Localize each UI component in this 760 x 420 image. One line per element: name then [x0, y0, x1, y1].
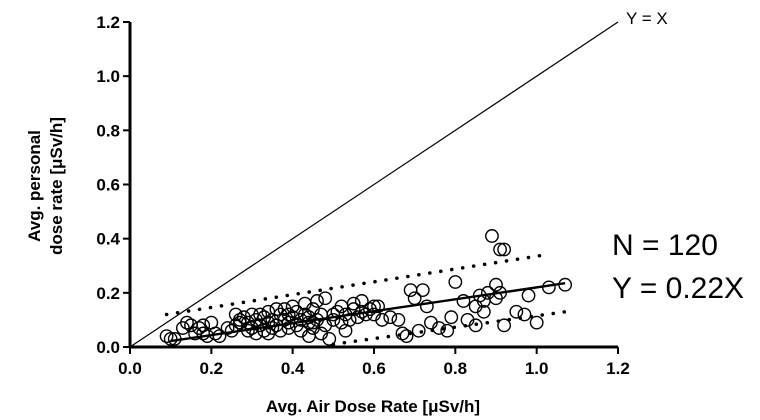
data-point: [261, 326, 276, 341]
data-point: [509, 304, 524, 319]
data-point: [432, 321, 446, 335]
x-tick-label: 1.2: [606, 359, 630, 378]
y-tick-label: 1.2: [96, 13, 120, 32]
data-point: [521, 288, 536, 303]
data-point: [241, 323, 255, 338]
data-point: [415, 283, 430, 298]
data-point: [253, 307, 268, 322]
data-point: [322, 331, 337, 346]
data-point: [497, 242, 512, 257]
data-point: [448, 275, 463, 289]
data-point: [395, 326, 410, 341]
data-point: [167, 331, 182, 346]
data-point: [326, 307, 341, 322]
data-point: [346, 302, 361, 316]
data-point: [228, 307, 243, 322]
data-point: [220, 321, 235, 335]
data-point: [180, 315, 194, 330]
sample-size-annotation: N = 120: [612, 229, 718, 262]
y-tick-label: 0.4: [96, 230, 120, 249]
data-point: [497, 318, 512, 333]
data-point: [529, 315, 544, 330]
x-axis-title: Avg. Air Dose Rate [μSv/h]: [266, 397, 480, 416]
data-point: [375, 313, 390, 327]
data-point: [318, 291, 333, 306]
data-point: [383, 310, 398, 325]
data-point: [163, 331, 178, 346]
plot-area: Y = X 0.0 0.2 0.4 0.6 0.8 1.0 1.2 0.0 0.2 0.4 0.6…: [96, 9, 667, 378]
data-point: [302, 329, 316, 344]
data-point: [440, 323, 455, 338]
data-point: [476, 304, 491, 319]
data-point: [517, 307, 532, 322]
data-point: [456, 294, 471, 308]
y-axis-title-line-1: Avg. personal: [25, 130, 44, 242]
data-point: [371, 299, 385, 314]
reference-line-label: Y = X: [626, 9, 668, 28]
x-tick-label: 0.0: [118, 359, 142, 378]
data-point: [399, 329, 414, 344]
data-point: [208, 326, 223, 341]
data-point: [391, 313, 406, 327]
data-point: [558, 277, 573, 292]
y-tick-label: 0.6: [96, 176, 120, 195]
y-axis-title-line-2: dose rate [μSv/h]: [47, 117, 66, 255]
data-point: [367, 299, 381, 314]
x-tick-label: 0.2: [200, 359, 224, 378]
y-tick-label: 0.8: [96, 121, 120, 140]
data-point: [257, 323, 272, 338]
data-point: [306, 315, 320, 330]
data-point: [541, 280, 556, 295]
x-tick-label: 0.4: [281, 359, 305, 378]
data-point: [493, 285, 507, 300]
y-tick-label: 0.0: [96, 338, 120, 357]
y-tick-label: 1.0: [96, 67, 120, 86]
data-point: [354, 294, 369, 308]
data-point: [310, 294, 324, 308]
data-point: [232, 315, 247, 330]
data-point: [326, 313, 341, 327]
data-point: [493, 242, 507, 257]
data-point: [346, 296, 361, 311]
data-point: [334, 315, 349, 330]
data-point: [212, 329, 227, 344]
reference-line-y-equals-x: [129, 21, 619, 348]
data-point: [407, 291, 422, 306]
data-point: [338, 323, 353, 338]
x-tick-label: 0.8: [444, 359, 468, 378]
x-tick-label: 1.0: [525, 359, 549, 378]
data-point: [444, 310, 459, 325]
y-axis-ticks: 0.0 0.2 0.4 0.6 0.8 1.0 1.2: [96, 13, 130, 357]
data-point: [411, 323, 426, 338]
data-point: [485, 229, 499, 243]
y-tick-label: 0.2: [96, 284, 120, 303]
data-point: [289, 304, 304, 319]
data-point: [468, 318, 483, 333]
data-points: [159, 229, 573, 346]
data-point: [419, 299, 434, 314]
data-point: [159, 329, 174, 344]
data-point: [489, 277, 503, 292]
x-tick-label: 0.6: [362, 359, 386, 378]
x-axis-ticks: 0.0 0.2 0.4 0.6 0.8 1.0 1.2: [118, 347, 630, 378]
data-point: [281, 307, 296, 322]
equation-annotation: Y = 0.22X: [612, 272, 744, 305]
